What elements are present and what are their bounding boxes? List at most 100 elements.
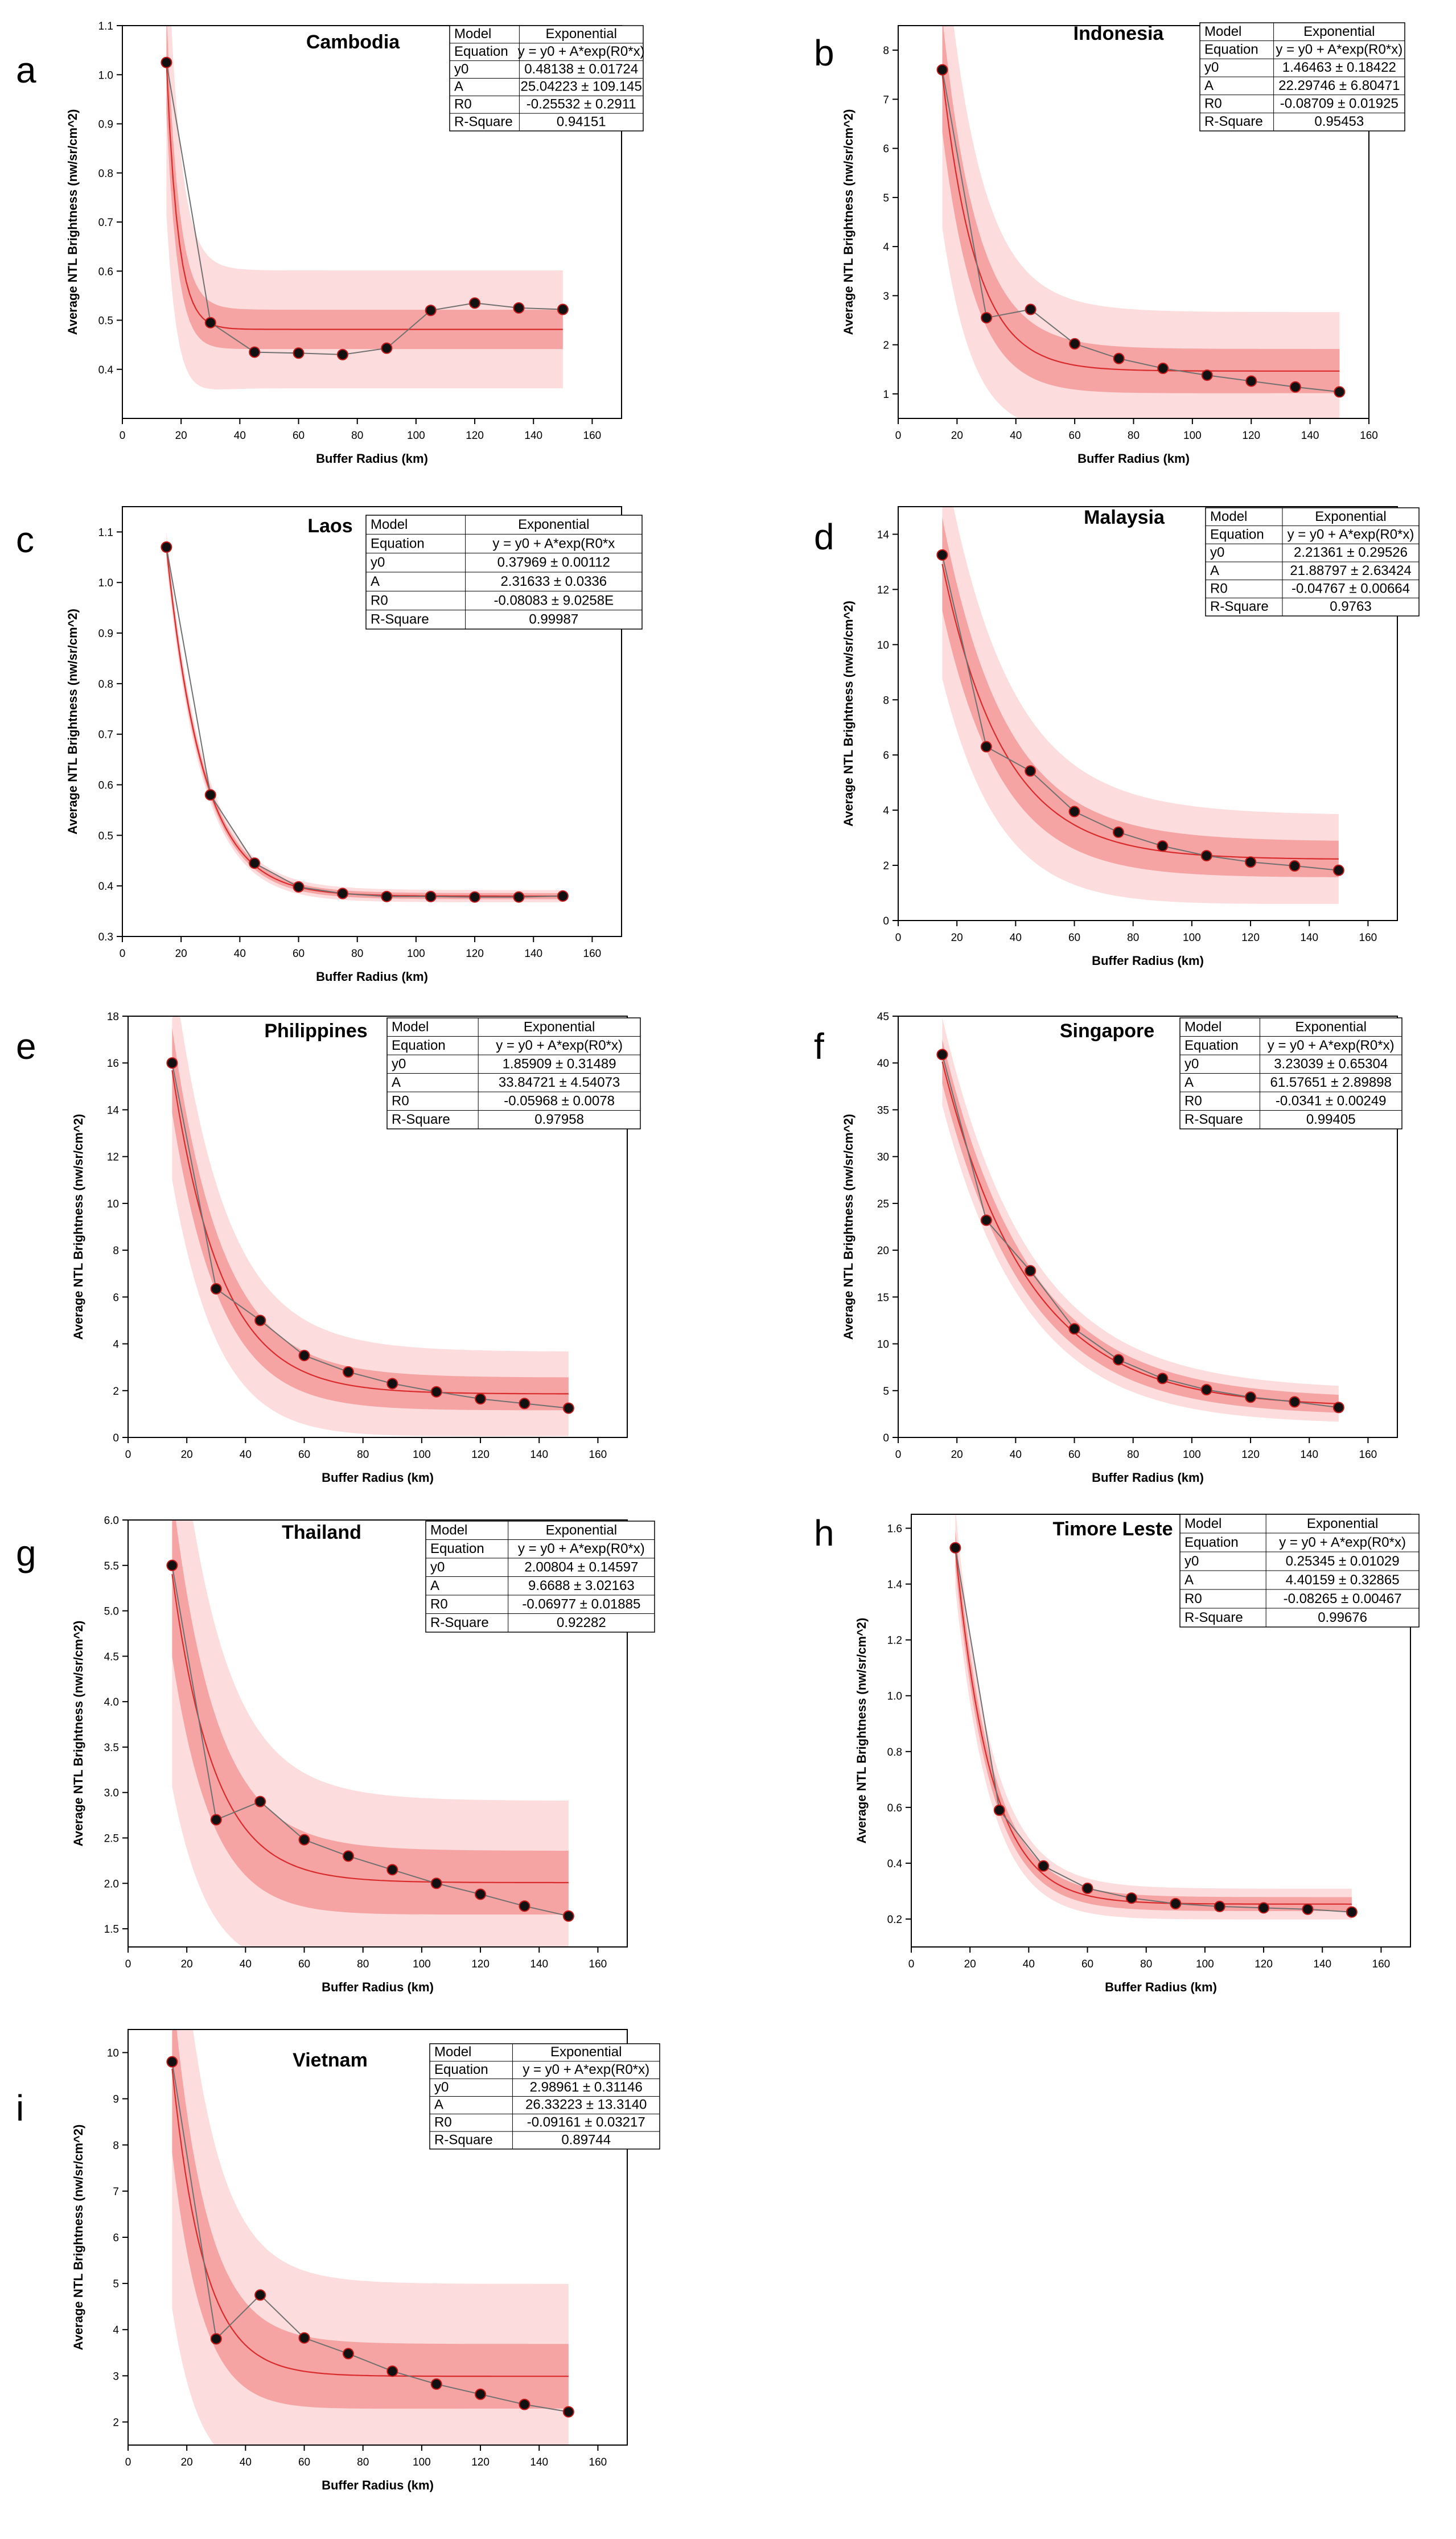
table-value: y = y0 + A*exp(R0*x) — [518, 44, 645, 59]
data-point — [1346, 1906, 1358, 1918]
x-tick-label: 20 — [181, 1449, 193, 1461]
table-key: R-Square — [430, 1615, 489, 1630]
data-point — [254, 1314, 266, 1326]
panel-letter: d — [814, 516, 834, 557]
data-point — [166, 2056, 178, 2068]
x-axis-title: Buffer Radius (km) — [1077, 451, 1190, 466]
table-key: R0 — [1184, 1591, 1202, 1607]
table-value: y = y0 + A*exp(R0*x) — [1279, 1535, 1406, 1550]
y-tick-label: 0.9 — [98, 628, 113, 640]
data-point — [519, 1398, 530, 1410]
x-tick-label: 120 — [1241, 1449, 1260, 1461]
x-tick-label: 80 — [1127, 1449, 1139, 1461]
x-tick-label: 140 — [1313, 1958, 1331, 1970]
chart-title: Timore Leste — [1052, 1518, 1173, 1540]
x-tick-label: 100 — [1196, 1958, 1214, 1970]
x-tick-label: 160 — [589, 1958, 607, 1970]
table-key: y0 — [1204, 60, 1219, 75]
table-value: 1.46463 ± 0.18422 — [1282, 60, 1396, 75]
y-tick-label: 40 — [877, 1058, 889, 1070]
panel-letter: g — [16, 1533, 36, 1573]
table-key: R-Square — [1184, 1112, 1243, 1127]
data-point — [1025, 765, 1037, 777]
data-point — [1025, 1265, 1037, 1277]
data-point — [430, 1877, 442, 1889]
x-tick-label: 60 — [1069, 430, 1081, 442]
data-point — [342, 2348, 354, 2360]
data-point — [166, 1559, 178, 1571]
data-point — [562, 1402, 574, 1414]
y-tick-label: 0.8 — [98, 168, 113, 180]
chart-title: Thailand — [282, 1522, 361, 1543]
y-tick-label: 3.0 — [104, 1788, 119, 1800]
table-value: Exponential — [518, 517, 589, 532]
data-point — [1289, 860, 1301, 872]
table-value: y = y0 + A*exp(R0*x — [492, 536, 615, 551]
table-key: R-Square — [1204, 114, 1263, 129]
table-key: R0 — [371, 593, 388, 608]
x-tick-label: 100 — [407, 430, 425, 442]
y-tick-label: 0.7 — [98, 217, 113, 229]
data-point — [1157, 1373, 1169, 1384]
x-tick-label: 0 — [125, 1449, 131, 1461]
y-tick-label: 0.4 — [98, 881, 114, 893]
data-point — [936, 549, 948, 561]
fit-parameter-table: Model Exponential Equation y = y0 + A*exp(R… — [425, 1521, 655, 1633]
table-key: Model — [454, 26, 491, 42]
y-tick-label: 2.5 — [104, 1833, 119, 1845]
x-tick-label: 140 — [530, 2456, 548, 2468]
data-point — [298, 2332, 310, 2344]
table-value: -0.05968 ± 0.0078 — [504, 1093, 615, 1108]
x-tick-label: 160 — [1372, 1958, 1391, 1970]
table-key: Model — [1184, 1516, 1221, 1531]
table-value: 0.95453 — [1314, 114, 1364, 129]
y-tick-label: 0.8 — [98, 679, 113, 691]
table-key: Equation — [392, 1038, 446, 1053]
fit-parameter-table: Model Exponential Equation y = y0 + A*exp(R… — [386, 1017, 641, 1129]
y-tick-label: 5 — [883, 192, 889, 204]
table-key: Equation — [430, 1541, 484, 1556]
table-key: A — [1184, 1572, 1194, 1588]
y-axis-title: Average NTL Brightness (nw/sr/cm^2) — [854, 1618, 869, 1844]
x-axis-title: Buffer Radius (km) — [316, 969, 428, 984]
table-value: Exponential — [524, 1019, 595, 1034]
data-point — [513, 891, 525, 903]
x-tick-label: 160 — [583, 948, 602, 960]
chart-title: Cambodia — [306, 31, 400, 53]
prediction-band — [942, 1017, 1339, 1422]
x-tick-label: 100 — [1183, 430, 1202, 442]
chart-panel-b: 0 20 40 60 80 100 120 140 160 1 2 3 4 5 6 7 8 Buffer Radi… — [814, 22, 1405, 466]
table-value: 3.23039 ± 0.65304 — [1274, 1056, 1388, 1071]
x-tick-label: 0 — [120, 430, 126, 442]
y-tick-label: 7 — [113, 2186, 119, 2198]
data-point — [204, 789, 216, 801]
data-point — [1200, 1384, 1212, 1396]
plot-frame — [122, 506, 622, 937]
y-tick-label: 14 — [107, 1104, 120, 1116]
table-key: Model — [434, 2044, 471, 2060]
data-point — [1170, 1898, 1182, 1909]
data-point — [293, 881, 305, 893]
y-tick-label: 0 — [113, 1432, 119, 1444]
confidence-band — [942, 26, 1340, 393]
plot-area — [955, 1514, 1352, 1920]
y-tick-label: 20 — [877, 1245, 889, 1257]
data-point — [1112, 1354, 1124, 1366]
prediction-band — [942, 26, 1340, 418]
table-key: R-Square — [434, 2132, 493, 2147]
data-point — [1157, 840, 1169, 852]
x-tick-label: 140 — [524, 430, 542, 442]
table-key: A — [1210, 563, 1219, 578]
table-key: y0 — [434, 2080, 449, 2095]
table-value: 0.92282 — [557, 1615, 606, 1630]
y-tick-label: 2 — [113, 1386, 119, 1398]
y-tick-label: 0.6 — [98, 266, 113, 278]
table-value: 0.97958 — [534, 1112, 584, 1127]
x-tick-label: 80 — [357, 1958, 369, 1970]
table-value: 2.21361 ± 0.29526 — [1294, 545, 1408, 560]
y-tick-label: 30 — [877, 1152, 889, 1164]
table-value: 22.29746 ± 6.80471 — [1278, 78, 1400, 93]
plot-area — [166, 532, 563, 902]
data-point — [993, 1804, 1005, 1816]
y-axis-title: Average NTL Brightness (nw/sr/cm^2) — [71, 2125, 85, 2351]
